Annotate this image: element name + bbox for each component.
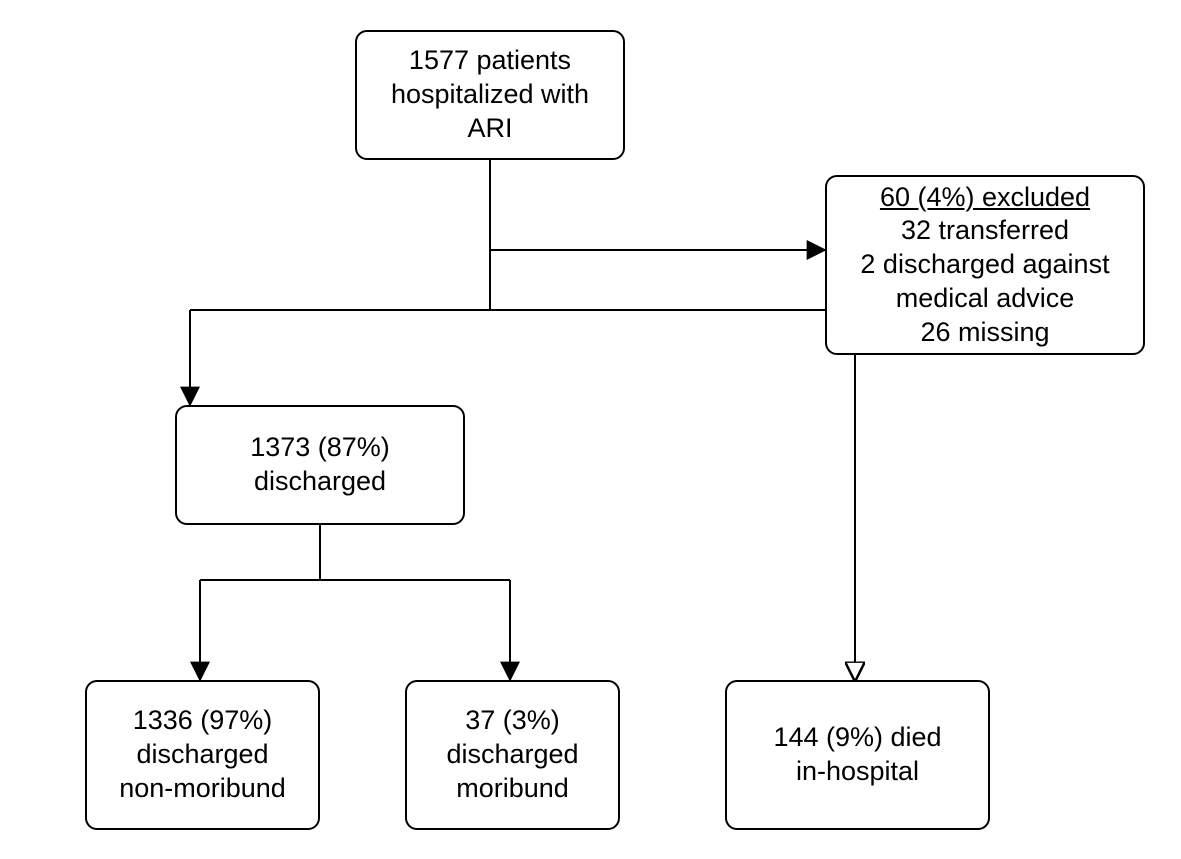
node-root: 1577 patientshospitalized withARI [355,30,625,160]
node-text-line: 144 (9%) died [773,721,941,755]
node-text-line: 1373 (87%) [250,431,390,465]
node-text-line: hospitalized with [391,78,589,112]
node-died: 144 (9%) diedin-hospital [725,680,990,830]
node-non-moribund: 1336 (97%)dischargednon-moribund [85,680,320,830]
node-text-line: 60 (4%) excluded [880,181,1090,215]
node-text-line: discharged [254,465,386,499]
node-moribund: 37 (3%)dischargedmoribund [405,680,620,830]
node-text-line: 1577 patients [409,44,571,78]
node-excluded: 60 (4%) excluded32 transferred2 discharg… [825,175,1145,355]
node-text-line: ARI [467,112,512,146]
node-discharged: 1373 (87%)discharged [175,405,465,525]
node-text-line: 2 discharged against [860,248,1109,282]
node-text-line: 26 missing [920,316,1049,350]
node-text-line: discharged [446,738,578,772]
flowchart-canvas: 1577 patientshospitalized withARI 60 (4%… [0,0,1181,859]
node-text-line: in-hospital [796,755,919,789]
node-text-line: discharged [136,738,268,772]
node-text-line: 1336 (97%) [133,704,273,738]
node-text-line: 32 transferred [901,214,1069,248]
node-text-line: 37 (3%) [465,704,560,738]
node-text-line: non-moribund [119,772,286,806]
node-text-line: moribund [456,772,569,806]
node-text-line: medical advice [896,282,1075,316]
